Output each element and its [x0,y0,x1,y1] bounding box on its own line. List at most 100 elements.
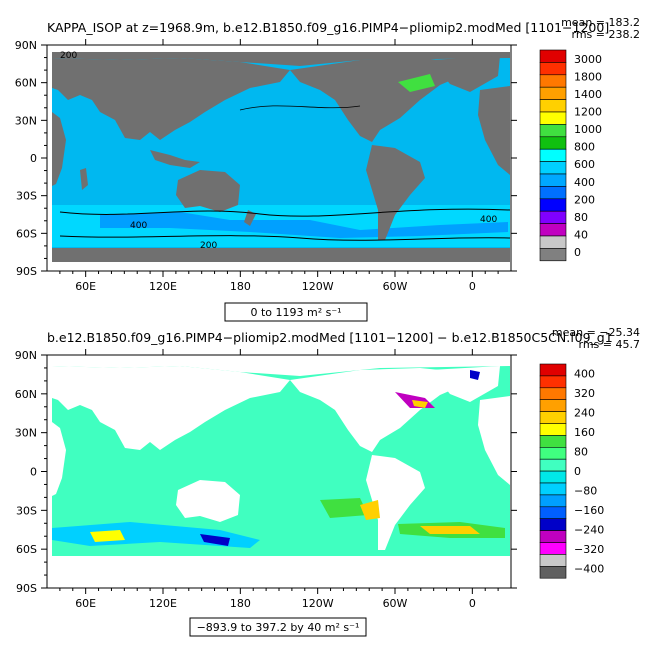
legend-label: −240 [574,524,604,537]
legend-swatch [539,235,567,249]
panel-2-anomaly-patch [360,500,380,520]
panel-2-anomaly-patch [470,370,480,380]
y-tick-label: 90N [15,39,37,52]
panel-2-mean: mean = −25.34 [552,326,640,339]
y-tick-label: 30N [15,114,37,127]
panel-1-contour-line [59,208,511,217]
legend-swatch [539,62,567,76]
legend-label: 0 [574,465,581,478]
panel-2-map [47,355,511,588]
legend-label: 240 [574,407,595,420]
legend-label: 1000 [574,123,602,136]
panel-1-greenland [430,56,500,92]
legend-swatch [539,423,567,436]
x-tick-label: 180 [230,597,251,610]
legend-label: 160 [574,426,595,439]
legend-swatch [539,198,567,212]
legend-swatch [539,248,567,262]
legend-label: 200 [574,193,595,206]
legend-swatch [539,446,567,460]
y-tick-label: 60S [16,543,37,556]
panel-1-contour-label: 400 [480,215,497,225]
panel-1-africa [52,112,66,186]
panel-1-map: 400 400 200 200 [47,45,511,271]
legend-label: 40 [574,228,588,241]
legend-swatch [539,74,567,88]
legend-label: 0 [574,246,581,259]
legend-swatch [539,86,567,100]
legend-swatch [539,470,567,484]
panel-1-mean: mean = 183.2 [561,16,640,29]
legend-label: 1800 [574,70,602,83]
x-tick-label: 180 [230,280,251,293]
legend-label: 600 [574,158,595,171]
legend-swatch [539,506,567,519]
legend-swatch [539,173,567,187]
legend-swatch [539,482,567,496]
panel-2-anomaly-patch [412,400,428,408]
legend-label: 1400 [574,88,602,101]
panel-2-rms: rms = 45.7 [579,338,640,351]
panel-2-anomaly-patch [200,534,230,546]
panel-2-land-mask [176,480,240,522]
panel-1-title: KAPPA_ISOP at z=1968.9m, b.e12.B1850.f09… [47,20,609,35]
legend-label: −400 [574,562,604,575]
panel-2-land-mask [430,366,500,402]
panel-1-contour-line [59,235,511,241]
legend-label: 80 [574,211,588,224]
panel-2-title: b.e12.B1850.f09_g16.PIMP4−pliomip2.modMe… [47,330,613,345]
panel-2-anomaly-patch [320,498,368,518]
y-tick-label: 90N [15,349,37,362]
legend-swatch [539,99,567,113]
legend-label: 800 [574,141,595,154]
panel-2-anomaly-patch [420,526,480,534]
y-tick-label: 0 [30,466,37,479]
x-tick-label: 120W [302,280,334,293]
legend-swatch [539,554,567,567]
panel-1-eurasia [52,58,290,140]
panel-1-madagascar [80,168,88,190]
x-tick-label: 120E [149,597,177,610]
legend-swatch [539,223,567,237]
panel-2-anomaly-patch [90,530,125,542]
legend-label: −160 [574,504,604,517]
legend-swatch [539,111,567,125]
legend-label: 1200 [574,105,602,118]
legend-swatch [539,148,567,162]
panel-2-land-mask [52,362,510,376]
panel-1-range-box [224,302,368,322]
panel-1-range-label: 0 to 1193 m² s⁻¹ [250,306,341,319]
panel-1-rms: rms = 238.2 [572,28,640,41]
panel-1-south-america [366,145,425,240]
panel-2-land-mask [366,455,425,550]
y-tick-label: 30S [16,504,37,517]
legend-swatch [539,542,567,555]
legend-label: 400 [574,368,595,381]
legend-swatch [539,161,567,175]
panel-1-axes: 60E 120E 180 120W 60W 0 90N 60N 30N 0 30S 60S 90S [15,39,517,293]
legend-label: 80 [574,446,588,459]
panel-1-indonesia [150,150,200,168]
legend-swatch [539,458,567,472]
panel-1-contour-label: 200 [60,51,77,61]
x-tick-label: 60W [383,597,408,610]
x-tick-label: 120W [302,597,334,610]
panel-2-land-mask [290,368,470,452]
panel-1-acc-core [100,212,508,238]
legend-label: 320 [574,387,595,400]
panel-1-contour-line [239,105,361,111]
legend-swatch [539,494,567,508]
y-tick-label: 0 [30,152,37,165]
legend-swatch [539,565,567,579]
y-tick-label: 30N [15,427,37,440]
legend-label: −320 [574,543,604,556]
panel-1-australia [176,170,240,212]
panel-1-contour-label: 200 [200,241,217,251]
panel-2-land-mask [52,556,510,576]
y-tick-label: 90S [16,265,37,278]
panel-2-range-box [189,617,367,637]
panel-2-legend: 400 320 240 160 80 0 −80 −160 −240 −320 −400 [539,363,604,579]
legend-swatch [539,411,567,424]
panel-2-land-mask [52,422,66,496]
